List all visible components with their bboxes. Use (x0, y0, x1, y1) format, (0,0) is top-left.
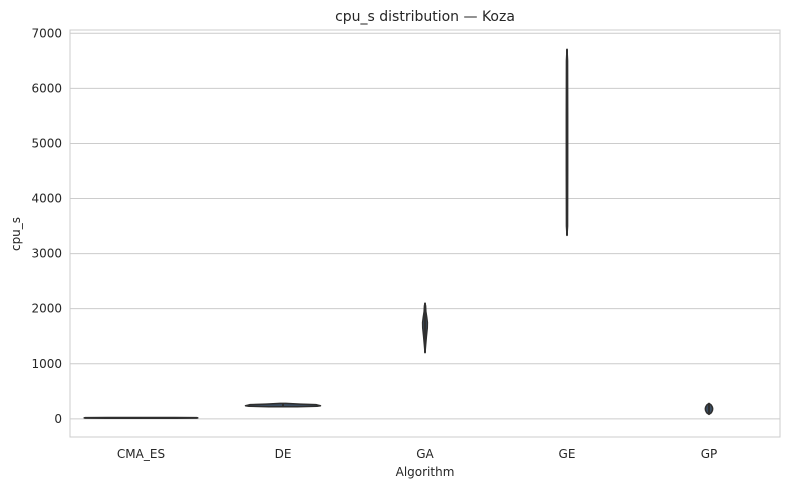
y-tick-label: 2000 (31, 302, 62, 316)
violins (83, 48, 714, 420)
y-tick-label: 3000 (31, 247, 62, 261)
axes: 0 1000 2000 3000 4000 5000 6000 7000 CMA_ES DE GA G… (31, 26, 781, 461)
x-tick-label: GA (416, 447, 434, 461)
y-tick-label: 5000 (31, 136, 62, 150)
plot-frame (69, 29, 781, 438)
x-tick-label: GP (701, 447, 718, 461)
y-tick-label: 1000 (31, 357, 62, 371)
chart-title: cpu_s distribution — Koza (335, 9, 515, 25)
x-tick-label: CMA_ES (117, 447, 165, 461)
x-tick-label: DE (275, 447, 292, 461)
y-tick-label: 0 (54, 412, 62, 426)
x-axis-title: Algorithm (396, 465, 455, 479)
y-axis-title: cpu_s (9, 217, 23, 251)
y-tick-label: 7000 (31, 26, 62, 40)
y-tick-label: 6000 (31, 81, 62, 95)
y-tick-label: 4000 (31, 192, 62, 206)
x-tick-label: GE (559, 447, 576, 461)
grid-lines (70, 32, 780, 420)
